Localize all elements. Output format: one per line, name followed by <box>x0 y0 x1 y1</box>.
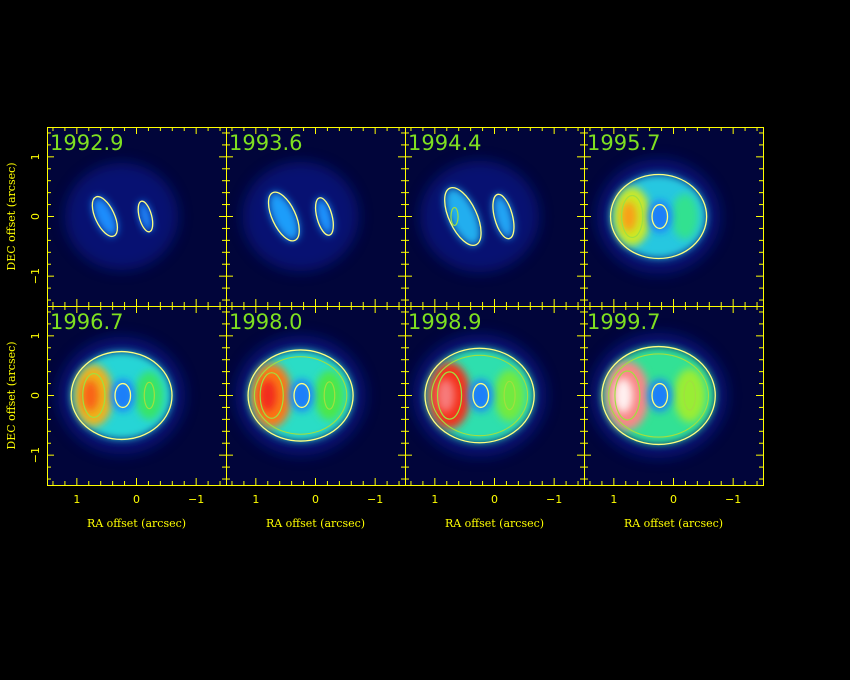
panel-1995.7: 1995.7 <box>584 127 764 307</box>
contour-lobe-east <box>267 191 300 242</box>
contour-hole <box>651 203 669 230</box>
emission-halo <box>64 162 179 271</box>
contour-mid <box>608 353 710 438</box>
y-tick-label: −1 <box>29 447 42 463</box>
contour-inner-east <box>436 371 463 420</box>
x-tick-label: 0 <box>670 493 677 506</box>
emission-halo <box>242 161 359 272</box>
panel-1993.6: 1993.6 <box>226 127 406 307</box>
x-tick-label: 0 <box>133 493 140 506</box>
lobe-east <box>444 187 482 246</box>
hotspot-core <box>614 378 633 413</box>
y-axis-label: DEC offset (arcsec) <box>5 341 18 449</box>
contour-inner-east <box>259 372 284 419</box>
panel-1992.9: 1992.9 <box>47 127 227 307</box>
contour-lobe-west <box>314 197 334 236</box>
contour-lobe-east <box>91 195 119 238</box>
axes-layer: 1 0 −1RA offset (arcsec)1 0 −1RA offset (arc… <box>5 153 741 530</box>
contour-inner <box>450 206 459 227</box>
contour-outer <box>247 349 354 442</box>
x-tick-label: 1 <box>73 493 80 506</box>
hotspot-west <box>494 369 525 422</box>
x-tick-label: 1 <box>610 493 617 506</box>
panel-1999.7: 1999.7 <box>584 306 764 486</box>
contour-outer <box>609 173 708 260</box>
contour-hole <box>472 382 490 409</box>
y-tick-label: 1 <box>29 332 42 339</box>
contour-mid <box>253 356 348 435</box>
hotspot-core <box>259 379 277 412</box>
y-tick-label: 0 <box>29 213 42 220</box>
epoch-label: 1998.0 <box>229 310 302 334</box>
x-tick-label: −1 <box>367 493 383 506</box>
hotspot-core <box>621 201 637 232</box>
y-tick-label: 0 <box>29 392 42 399</box>
x-tick-label: −1 <box>188 493 204 506</box>
contour-inner-west <box>143 381 155 410</box>
x-tick-label: −1 <box>546 493 562 506</box>
x-axis-label: RA offset (arcsec) <box>266 517 365 530</box>
panel-1994.4: 1994.4 <box>405 127 585 307</box>
hotspot-west <box>314 370 345 421</box>
epoch-label: 1992.9 <box>50 131 123 155</box>
contour-lobe-west <box>137 200 154 233</box>
epoch-label: 1995.7 <box>587 131 660 155</box>
contour-inner-west <box>683 380 697 411</box>
contour-mid <box>430 354 529 437</box>
contour-inner-east <box>614 370 641 421</box>
hotspot-west <box>135 371 164 420</box>
panel-1998.9: 1998.9 <box>405 306 585 486</box>
x-axis-label: RA offset (arcsec) <box>87 517 186 530</box>
x-tick-label: 0 <box>312 493 319 506</box>
x-tick-label: 1 <box>252 493 259 506</box>
y-tick-label: −1 <box>29 268 42 284</box>
lobe-east <box>268 192 300 241</box>
contour-outer <box>70 350 173 441</box>
epoch-label: 1994.4 <box>408 131 481 155</box>
x-axis-label: RA offset (arcsec) <box>624 517 723 530</box>
contour-lobe-east <box>444 187 482 246</box>
contour-inner-east <box>620 194 644 239</box>
hotspot-west <box>671 193 699 240</box>
hotspot-west <box>673 368 706 423</box>
panel-1998.0: 1998.0 <box>226 306 406 486</box>
y-axis-label: DEC offset (arcsec) <box>5 162 18 270</box>
epoch-label: 1996.7 <box>50 310 123 334</box>
contour-lobe-west <box>492 193 515 240</box>
y-tick-label: 1 <box>29 153 42 160</box>
x-axis-label: RA offset (arcsec) <box>445 517 544 530</box>
hotspot-core <box>82 380 99 411</box>
epoch-label: 1998.9 <box>408 310 481 334</box>
x-tick-label: 1 <box>431 493 438 506</box>
contour-outer <box>424 347 535 444</box>
panel-grid: 1992.9 1993.6 1994.4 1995.7 1996.7 1998.0 1998… <box>47 127 764 486</box>
contour-inner-west <box>323 381 336 410</box>
contour-inner-east <box>82 372 106 419</box>
hotspot-core <box>436 378 455 413</box>
contour-outer <box>601 345 716 446</box>
contour-hole <box>114 382 132 409</box>
epoch-label: 1993.6 <box>229 131 302 155</box>
contour-inner-west <box>503 380 516 411</box>
emission-halo <box>420 160 540 273</box>
contour-hole <box>651 382 669 409</box>
panel-1996.7: 1996.7 <box>47 306 227 486</box>
x-tick-label: −1 <box>725 493 741 506</box>
epoch-label: 1999.7 <box>587 310 660 334</box>
x-tick-label: 0 <box>491 493 498 506</box>
contour-hole <box>293 382 311 409</box>
lobe-east <box>92 196 118 237</box>
